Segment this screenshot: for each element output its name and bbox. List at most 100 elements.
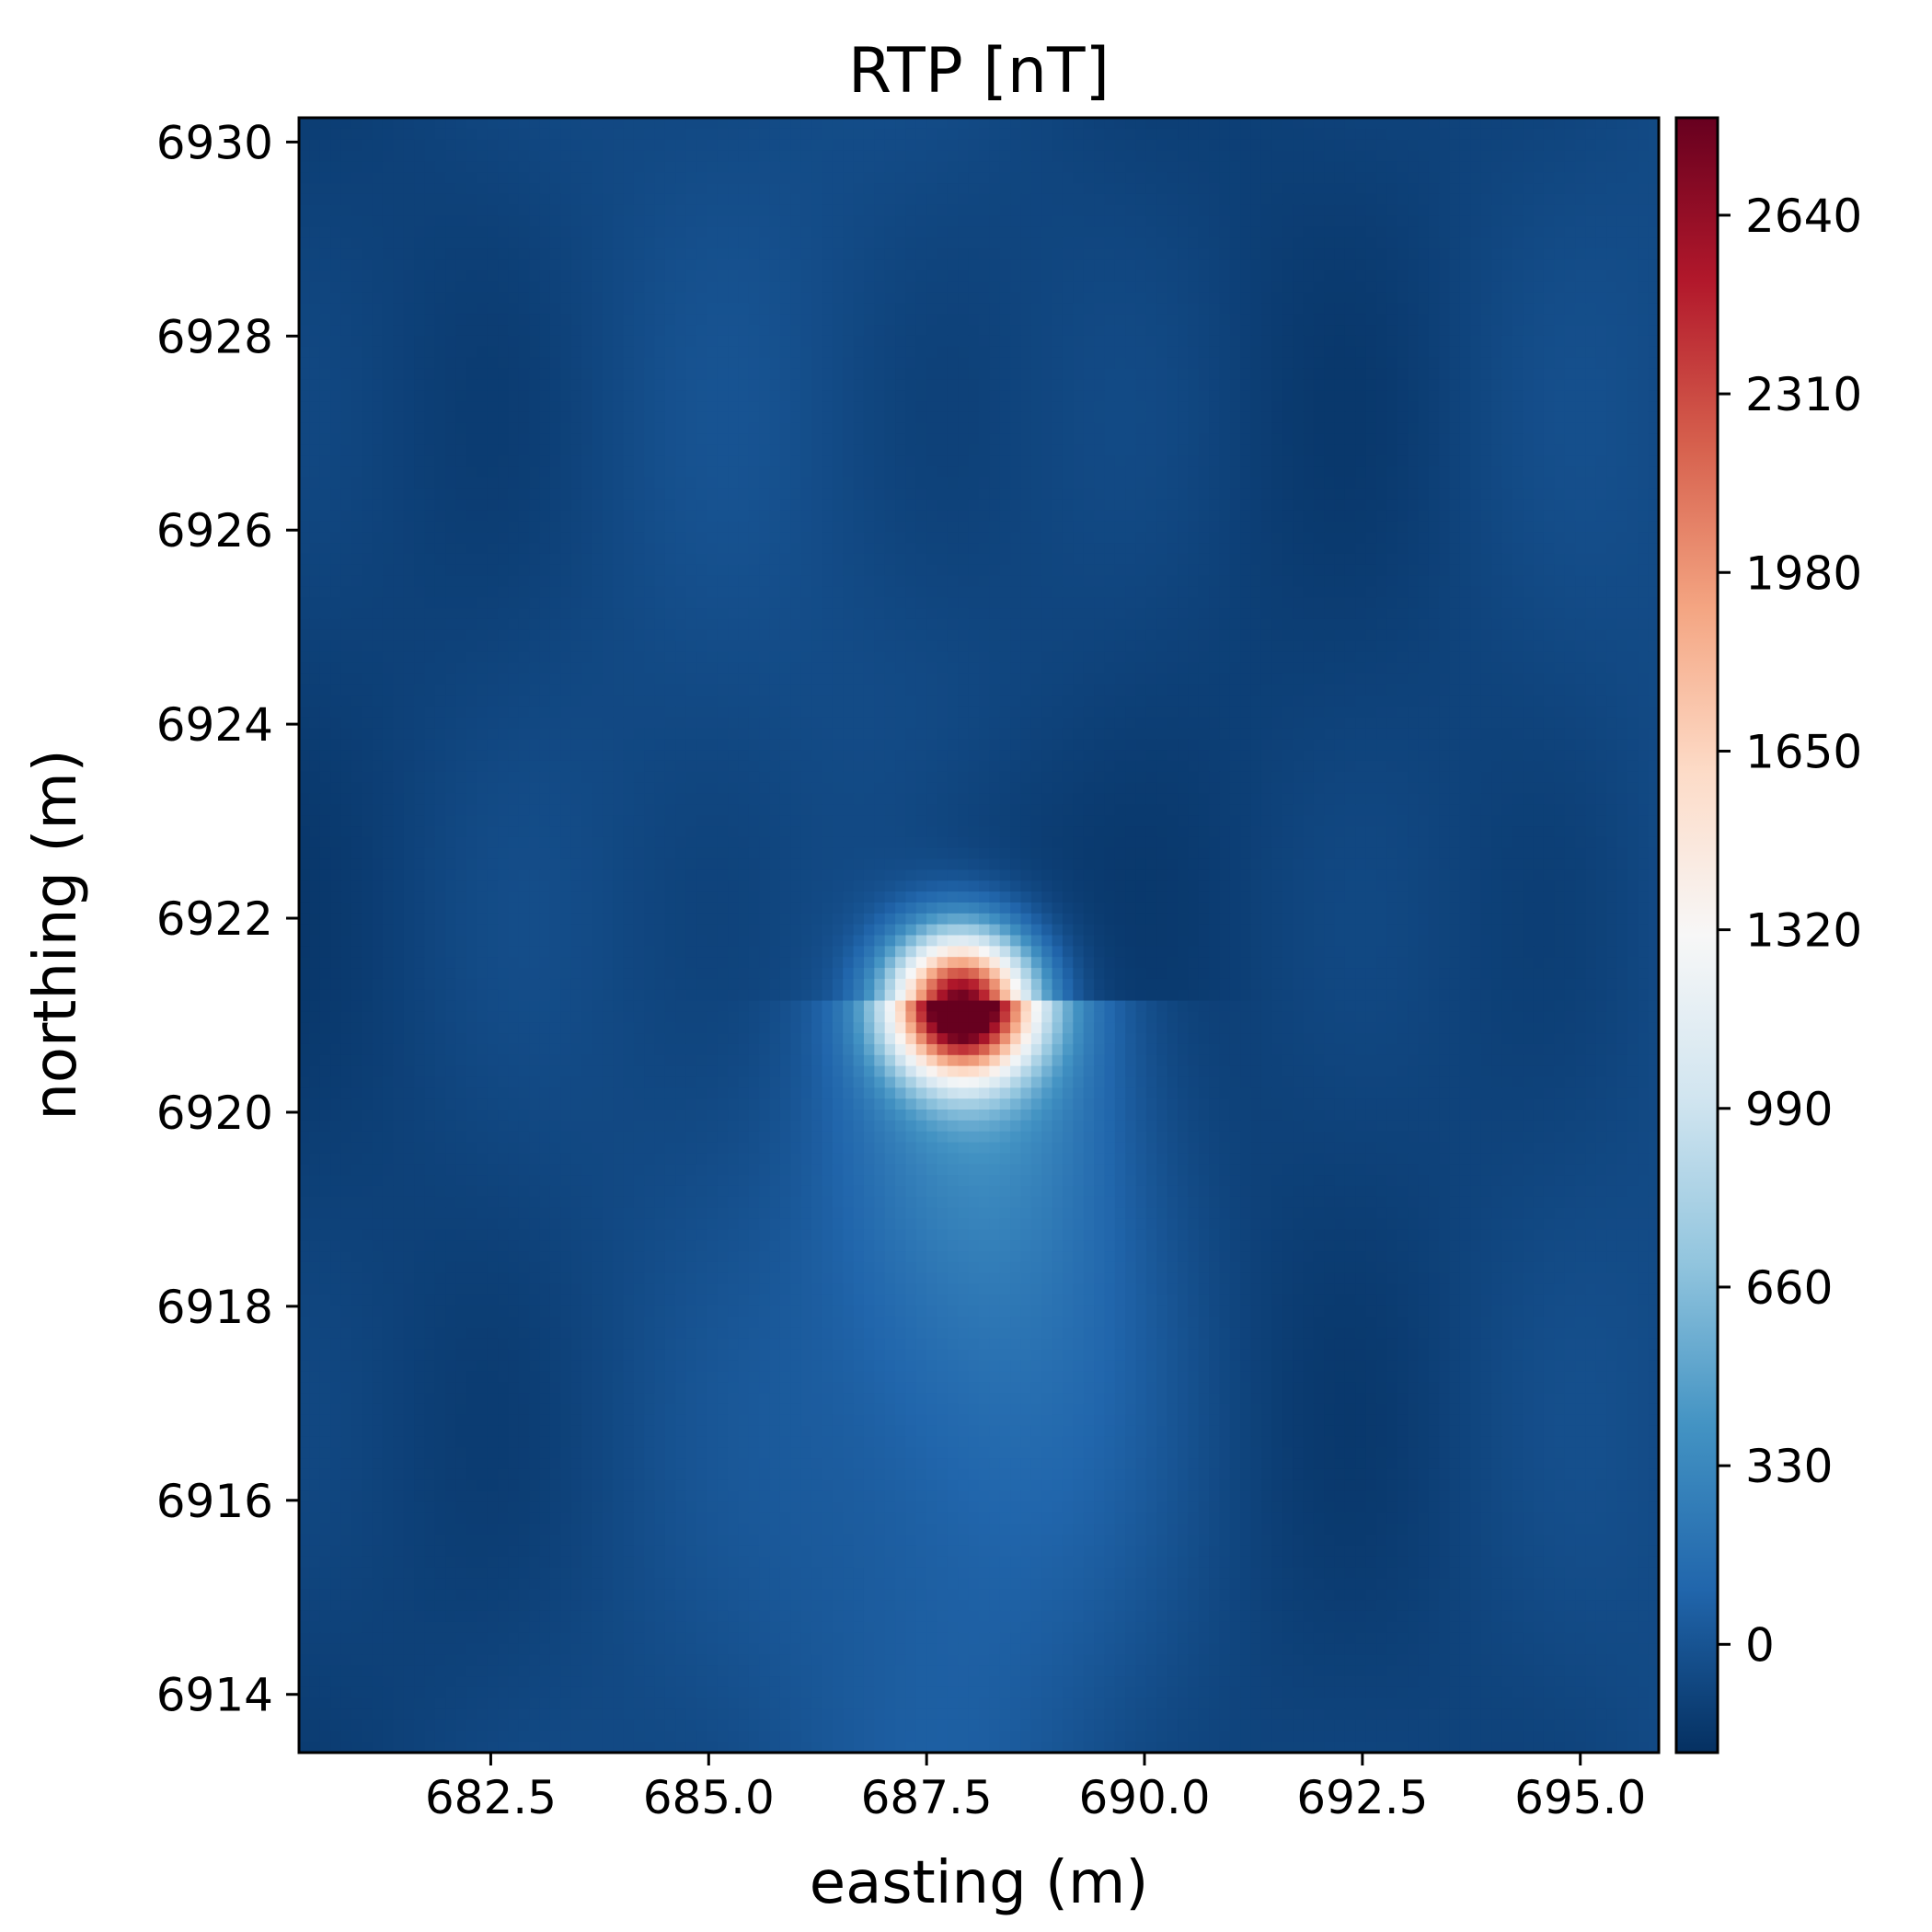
heatmap-cell	[518, 411, 530, 424]
heatmap-cell	[1324, 128, 1336, 141]
heatmap-cell	[843, 226, 855, 238]
heatmap-cell	[1585, 521, 1597, 533]
heatmap-cell	[811, 401, 823, 413]
heatmap-cell	[1209, 499, 1221, 512]
heatmap-cell	[832, 248, 844, 260]
heatmap-cell	[382, 325, 394, 337]
heatmap-cell	[1344, 390, 1356, 402]
heatmap-cell	[1439, 303, 1451, 315]
heatmap-cell	[1355, 444, 1367, 456]
heatmap-cell	[539, 444, 551, 456]
heatmap-cell	[1030, 314, 1042, 326]
heatmap-cell	[1365, 510, 1377, 522]
heatmap-cell	[738, 314, 750, 326]
heatmap-cell	[549, 335, 561, 348]
heatmap-cell	[351, 368, 362, 380]
heatmap-cell	[1606, 499, 1618, 512]
heatmap-cell	[1083, 292, 1095, 304]
heatmap-cell	[759, 128, 771, 141]
heatmap-cell	[1428, 172, 1440, 184]
heatmap-cell	[518, 368, 530, 380]
heatmap-cell	[1523, 259, 1535, 271]
heatmap-cell	[843, 390, 855, 402]
heatmap-cell	[738, 532, 750, 544]
heatmap-cell	[1083, 128, 1095, 141]
heatmap-cell	[800, 183, 812, 195]
heatmap-cell	[654, 292, 666, 304]
heatmap-cell	[299, 433, 310, 445]
heatmap-cell	[832, 488, 844, 500]
heatmap-cell	[592, 248, 604, 260]
heatmap-cell	[1439, 521, 1451, 533]
heatmap-cell	[602, 215, 614, 228]
heatmap-cell	[905, 401, 917, 413]
heatmap-cell	[1229, 346, 1241, 359]
heatmap-cell	[790, 161, 802, 173]
heatmap-cell	[1355, 433, 1367, 445]
heatmap-cell	[874, 488, 886, 500]
heatmap-cell	[1523, 172, 1535, 184]
heatmap-cell	[319, 390, 331, 402]
heatmap-cell	[759, 226, 771, 238]
heatmap-cell	[1020, 314, 1032, 326]
heatmap-cell	[1480, 259, 1492, 271]
heatmap-cell	[1564, 368, 1576, 380]
heatmap-cell	[1491, 325, 1503, 337]
heatmap-cell	[1219, 183, 1231, 195]
heatmap-cell	[895, 118, 907, 130]
heatmap-cell	[319, 303, 331, 315]
heatmap-cell	[728, 281, 740, 293]
heatmap-cell	[853, 139, 865, 152]
heatmap-cell	[1114, 150, 1126, 162]
heatmap-cell	[779, 488, 791, 500]
heatmap-cell	[999, 401, 1011, 413]
heatmap-cell	[1198, 204, 1210, 217]
heatmap-cell	[633, 532, 645, 544]
heatmap-cell	[351, 193, 362, 206]
heatmap-cell	[822, 444, 834, 456]
heatmap-cell	[915, 204, 927, 217]
heatmap-cell	[1178, 259, 1189, 271]
heatmap-cell	[1564, 346, 1576, 359]
heatmap-cell	[549, 128, 561, 141]
heatmap-cell	[926, 477, 938, 489]
heatmap-cell	[1564, 128, 1576, 141]
heatmap-cell	[863, 183, 875, 195]
heatmap-cell	[905, 303, 917, 315]
heatmap-cell	[518, 379, 530, 391]
heatmap-cell	[403, 183, 415, 195]
heatmap-cell	[895, 281, 907, 293]
heatmap-cell	[1397, 259, 1409, 271]
heatmap-cell	[999, 325, 1011, 337]
heatmap-cell	[477, 292, 489, 304]
heatmap-cell	[1052, 477, 1064, 489]
heatmap-cell	[1324, 390, 1336, 402]
heatmap-cell	[508, 488, 520, 500]
heatmap-cell	[685, 292, 697, 304]
heatmap-cell	[1616, 401, 1628, 413]
heatmap-cell	[1293, 248, 1305, 260]
heatmap-cell	[1595, 346, 1607, 359]
heatmap-cell	[1250, 237, 1262, 249]
heatmap-cell	[1616, 118, 1628, 130]
heatmap-cell	[1145, 292, 1157, 304]
heatmap-cell	[685, 314, 697, 326]
heatmap-cell	[748, 390, 760, 402]
heatmap-cell	[1459, 128, 1471, 141]
heatmap-cell	[1229, 390, 1241, 402]
heatmap-cell	[1293, 444, 1305, 456]
heatmap-cell	[1554, 390, 1566, 402]
heatmap-cell	[675, 521, 687, 533]
heatmap-cell	[1313, 270, 1325, 282]
heatmap-cell	[351, 215, 362, 228]
heatmap-cell	[1073, 444, 1085, 456]
heatmap-cell	[989, 521, 1001, 533]
heatmap-cell	[759, 118, 771, 130]
heatmap-cell	[1156, 510, 1168, 522]
heatmap-cell	[1073, 314, 1085, 326]
heatmap-cell	[1344, 499, 1356, 512]
heatmap-cell	[1156, 270, 1168, 282]
heatmap-cell	[372, 118, 384, 130]
heatmap-cell	[309, 139, 321, 152]
heatmap-cell	[1020, 237, 1032, 249]
